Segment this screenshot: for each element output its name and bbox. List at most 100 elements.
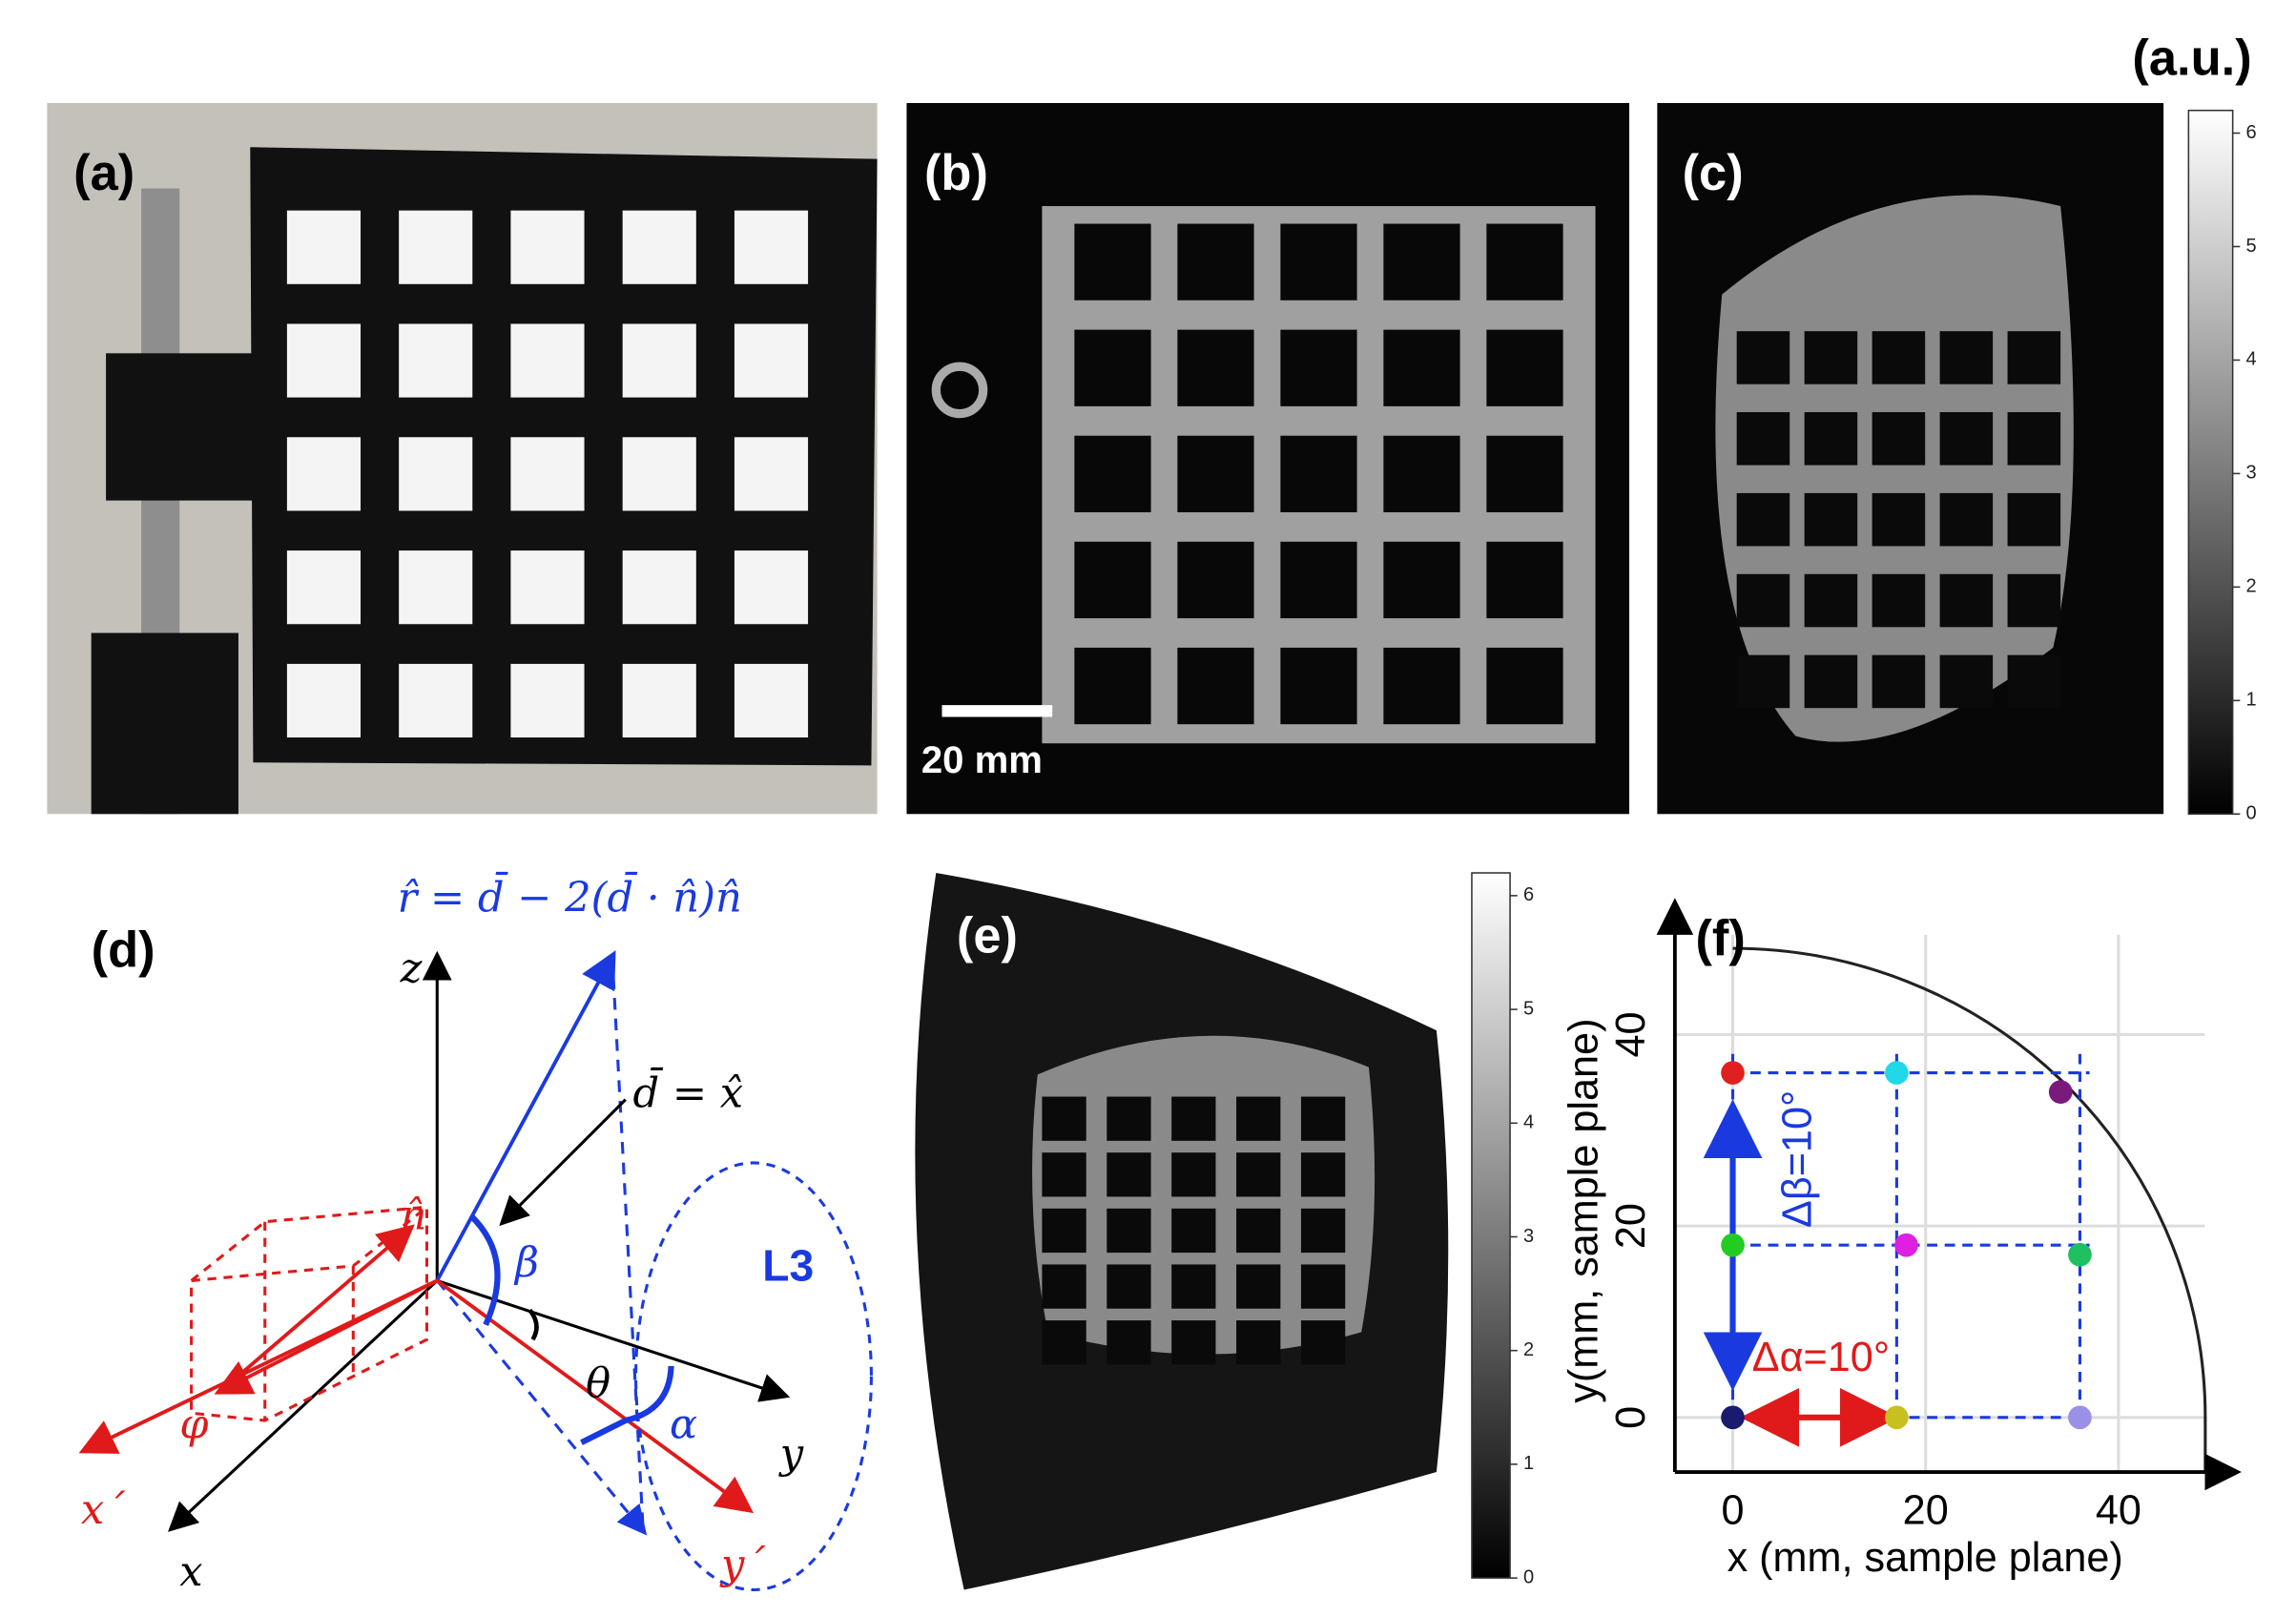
colorbar-tick-label: 1 xyxy=(2246,690,2257,711)
angle-arc xyxy=(527,1308,539,1341)
window xyxy=(1300,1208,1346,1254)
y-tick-label: 20 xyxy=(1608,1203,1654,1249)
window xyxy=(399,210,473,284)
window xyxy=(734,210,809,284)
window xyxy=(1939,573,1994,628)
window xyxy=(510,663,585,738)
colorbar-tick-label: 5 xyxy=(1523,998,1534,1019)
normal-vector xyxy=(219,1224,415,1393)
angle-label: β xyxy=(513,1239,539,1287)
window xyxy=(1300,1096,1346,1141)
projection xyxy=(436,1279,648,1536)
axis-label: x xyxy=(179,1548,202,1596)
window xyxy=(734,663,809,738)
window xyxy=(1939,331,1994,384)
x-tick-label: 0 xyxy=(1722,1488,1745,1534)
window xyxy=(1177,541,1254,619)
colorbar-tick-label: 3 xyxy=(2246,463,2257,484)
lens-label: L3 xyxy=(762,1240,814,1290)
window xyxy=(1300,1264,1346,1309)
window xyxy=(1177,223,1254,301)
colorbar-tick-label: 0 xyxy=(1523,1566,1534,1587)
window xyxy=(1042,1264,1086,1309)
window xyxy=(1383,329,1460,406)
window xyxy=(1872,492,1926,547)
colorbar-tick-label: 6 xyxy=(2246,122,2257,143)
projection xyxy=(610,956,645,1531)
window xyxy=(1177,435,1254,512)
window xyxy=(1804,492,1858,547)
window xyxy=(2007,492,2061,547)
window xyxy=(1804,573,1858,628)
window xyxy=(1107,1096,1151,1141)
window xyxy=(1280,647,1357,725)
normal-label: n̂ xyxy=(401,1192,427,1240)
axis-y xyxy=(436,1278,791,1402)
window xyxy=(399,323,473,398)
colorbar-tick-label: 5 xyxy=(2246,236,2257,257)
window xyxy=(510,550,585,625)
window xyxy=(1074,541,1151,619)
annotation: Δα=10° xyxy=(1752,1335,1890,1380)
window xyxy=(1383,223,1460,301)
window xyxy=(1042,1320,1086,1365)
window xyxy=(1107,1152,1151,1197)
clamp xyxy=(106,353,254,501)
axis-label: x´ xyxy=(81,1486,126,1534)
window xyxy=(1486,541,1563,619)
angle-label: φ xyxy=(179,1401,209,1449)
colorbar-tick-label: 6 xyxy=(1523,884,1534,905)
colorbar-tick-label: 2 xyxy=(2246,576,2257,597)
window xyxy=(2007,412,2061,466)
colorbar-tick-label: 2 xyxy=(1523,1339,1534,1360)
window xyxy=(1804,412,1858,466)
window xyxy=(622,550,696,625)
window xyxy=(1736,654,1790,709)
colorbars: 0 1 2 3 4 5 6 0 1 2 3 4 5 6 xyxy=(1471,109,2257,1587)
window xyxy=(1171,1264,1216,1309)
panel-a: (a) xyxy=(47,103,878,815)
data-point xyxy=(1721,1405,1745,1430)
window xyxy=(1486,223,1563,301)
window xyxy=(1107,1320,1151,1365)
panel-label: (b) xyxy=(924,146,988,201)
axis-x xyxy=(168,1279,439,1532)
reflected-vector xyxy=(435,950,616,1282)
window xyxy=(286,437,362,511)
window xyxy=(1300,1320,1346,1365)
window xyxy=(399,437,473,511)
colorbar-tick-label: 3 xyxy=(1523,1226,1534,1247)
data-point xyxy=(1885,1405,1909,1430)
data-point xyxy=(2068,1242,2092,1267)
angle-arc xyxy=(580,1365,674,1445)
x-tick-label: 20 xyxy=(1903,1488,1949,1534)
window xyxy=(1872,412,1926,466)
window xyxy=(1486,435,1563,512)
window xyxy=(1736,492,1790,547)
window xyxy=(399,663,473,738)
y-axis-label: y(mm, sample plane) xyxy=(1562,1019,1607,1403)
window xyxy=(2007,573,2061,628)
window xyxy=(1042,1152,1086,1197)
window xyxy=(1236,1096,1281,1141)
data-point xyxy=(2068,1405,2092,1430)
panel-label: (c) xyxy=(1683,146,1744,201)
panel-label: (f) xyxy=(1695,911,1745,966)
colorbar xyxy=(1471,872,1511,1579)
window xyxy=(734,437,809,511)
panel-label: (e) xyxy=(957,908,1018,964)
panel-label: (a) xyxy=(73,146,134,201)
window xyxy=(1736,573,1790,628)
post-base xyxy=(91,632,238,815)
angle-label: α xyxy=(670,1401,697,1449)
panel-b: 20 mm (b) xyxy=(906,103,1630,815)
window xyxy=(1171,1320,1216,1365)
window xyxy=(1236,1320,1281,1365)
angle-label: θ xyxy=(586,1360,610,1408)
axis-label: y xyxy=(778,1431,804,1479)
window xyxy=(1236,1152,1281,1197)
window xyxy=(1939,412,1994,466)
boundary xyxy=(1732,946,2207,1473)
